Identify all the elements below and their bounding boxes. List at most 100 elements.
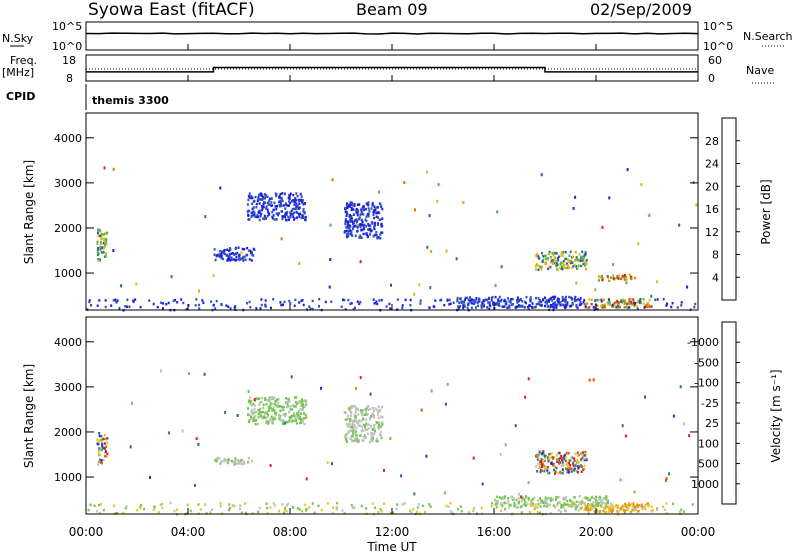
data-point — [563, 502, 566, 505]
data-point — [608, 505, 611, 508]
data-point — [302, 210, 305, 213]
data-point — [270, 197, 273, 200]
data-point — [118, 307, 121, 310]
data-point — [375, 300, 378, 303]
data-point — [275, 207, 278, 211]
data-point — [101, 237, 104, 240]
data-point — [361, 413, 364, 417]
data-point — [594, 498, 597, 502]
data-point — [377, 235, 380, 239]
data-point — [625, 281, 628, 285]
data-point — [378, 202, 381, 205]
data-point — [359, 223, 362, 226]
data-point — [482, 303, 485, 306]
data-point — [293, 411, 295, 415]
data-point — [359, 225, 362, 229]
data-point — [219, 186, 222, 190]
data-point — [550, 456, 553, 459]
data-point — [279, 196, 282, 200]
data-point — [552, 302, 555, 306]
data-point — [203, 372, 206, 376]
data-point — [295, 192, 298, 195]
data-point — [361, 409, 364, 412]
data-point — [255, 215, 258, 219]
data-point — [275, 398, 278, 401]
data-point — [252, 402, 255, 406]
data-point — [128, 305, 131, 308]
data-point — [576, 454, 579, 457]
data-point — [389, 437, 392, 440]
data-point — [351, 422, 354, 425]
data-point — [102, 458, 105, 462]
nsky-trace — [85, 32, 699, 35]
data-point — [575, 303, 578, 307]
data-point — [550, 452, 553, 455]
data-point — [629, 276, 632, 279]
data-point — [364, 425, 366, 428]
data-point — [105, 445, 108, 449]
data-point — [353, 405, 356, 408]
data-point — [279, 409, 282, 413]
data-point — [373, 302, 376, 305]
data-point — [517, 304, 520, 307]
data-point — [582, 301, 585, 304]
data-point — [551, 252, 554, 255]
data-point — [575, 265, 577, 268]
data-point — [597, 298, 600, 302]
data-point — [554, 498, 557, 501]
data-point — [542, 460, 545, 464]
data-point — [104, 450, 107, 453]
data-point — [608, 507, 611, 510]
data-point — [573, 496, 576, 500]
data-point — [651, 509, 654, 512]
data-point — [578, 453, 580, 457]
data-point — [198, 289, 200, 293]
data-point — [244, 511, 247, 515]
data-point — [680, 508, 683, 511]
data-point — [182, 301, 185, 305]
data-point — [573, 263, 576, 267]
data-point — [555, 261, 558, 265]
data-point — [100, 459, 103, 462]
data-point — [543, 452, 546, 456]
data-point — [647, 502, 649, 505]
data-point — [571, 301, 574, 305]
data-point — [583, 464, 586, 468]
data-point — [572, 464, 575, 467]
data-point — [569, 464, 572, 467]
data-point — [287, 397, 290, 401]
data-point — [416, 506, 419, 509]
data-point — [519, 304, 522, 308]
data-point — [375, 440, 378, 443]
data-point — [254, 419, 257, 422]
data-point — [584, 503, 587, 507]
data-point — [271, 210, 274, 214]
data-point — [490, 505, 493, 508]
data-point — [290, 375, 293, 379]
data-point — [401, 306, 404, 310]
data-point — [351, 234, 354, 237]
data-point — [552, 262, 555, 265]
data-point — [265, 410, 267, 414]
data-point — [332, 506, 335, 509]
data-point — [268, 199, 271, 202]
data-point — [564, 503, 567, 506]
data-point — [305, 477, 308, 481]
data-point — [268, 407, 271, 411]
data-point — [628, 300, 631, 303]
data-point — [577, 264, 580, 267]
data-point — [276, 205, 278, 208]
data-point — [574, 452, 577, 455]
data-point — [365, 412, 368, 415]
data-point — [489, 304, 492, 308]
data-point — [252, 206, 255, 209]
data-point — [103, 447, 106, 450]
data-point — [295, 205, 298, 208]
data-point — [585, 259, 588, 262]
data-point — [212, 303, 215, 307]
data-point — [640, 503, 643, 506]
data-point — [227, 458, 229, 462]
data-point — [98, 512, 101, 515]
data-point — [279, 404, 282, 408]
data-point — [535, 296, 537, 300]
